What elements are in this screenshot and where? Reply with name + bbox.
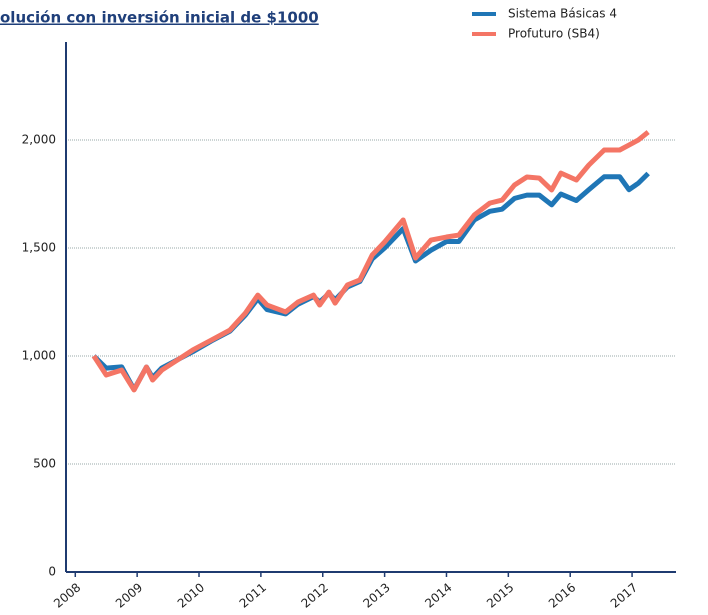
y-tick-label: 1,500 (22, 241, 56, 255)
chart-title: olución con inversión inicial de $1000 (0, 9, 319, 27)
x-tick-label: 2015 (484, 580, 516, 610)
y-tick-label: 0 (48, 565, 56, 579)
x-tick-label: 2010 (175, 580, 207, 610)
x-tick-label: 2016 (546, 580, 578, 610)
x-tick-label: 2008 (51, 580, 83, 610)
x-tick-label: 2011 (237, 580, 269, 610)
y-tick-label: 1,000 (22, 349, 56, 363)
x-tick-label: 2009 (113, 580, 145, 610)
legend-label: Sistema Básicas 4 (508, 7, 617, 21)
x-tick-label: 2013 (360, 580, 392, 610)
y-tick-label: 500 (33, 457, 56, 471)
series-line (92, 171, 650, 393)
x-tick-label: 2012 (299, 580, 331, 610)
x-tick-label: 2017 (608, 580, 640, 610)
legend-label: Profuturo (SB4) (508, 27, 600, 41)
x-tick-label: 2014 (422, 580, 454, 610)
series-line (91, 130, 650, 393)
y-tick-label: 2,000 (22, 133, 56, 147)
